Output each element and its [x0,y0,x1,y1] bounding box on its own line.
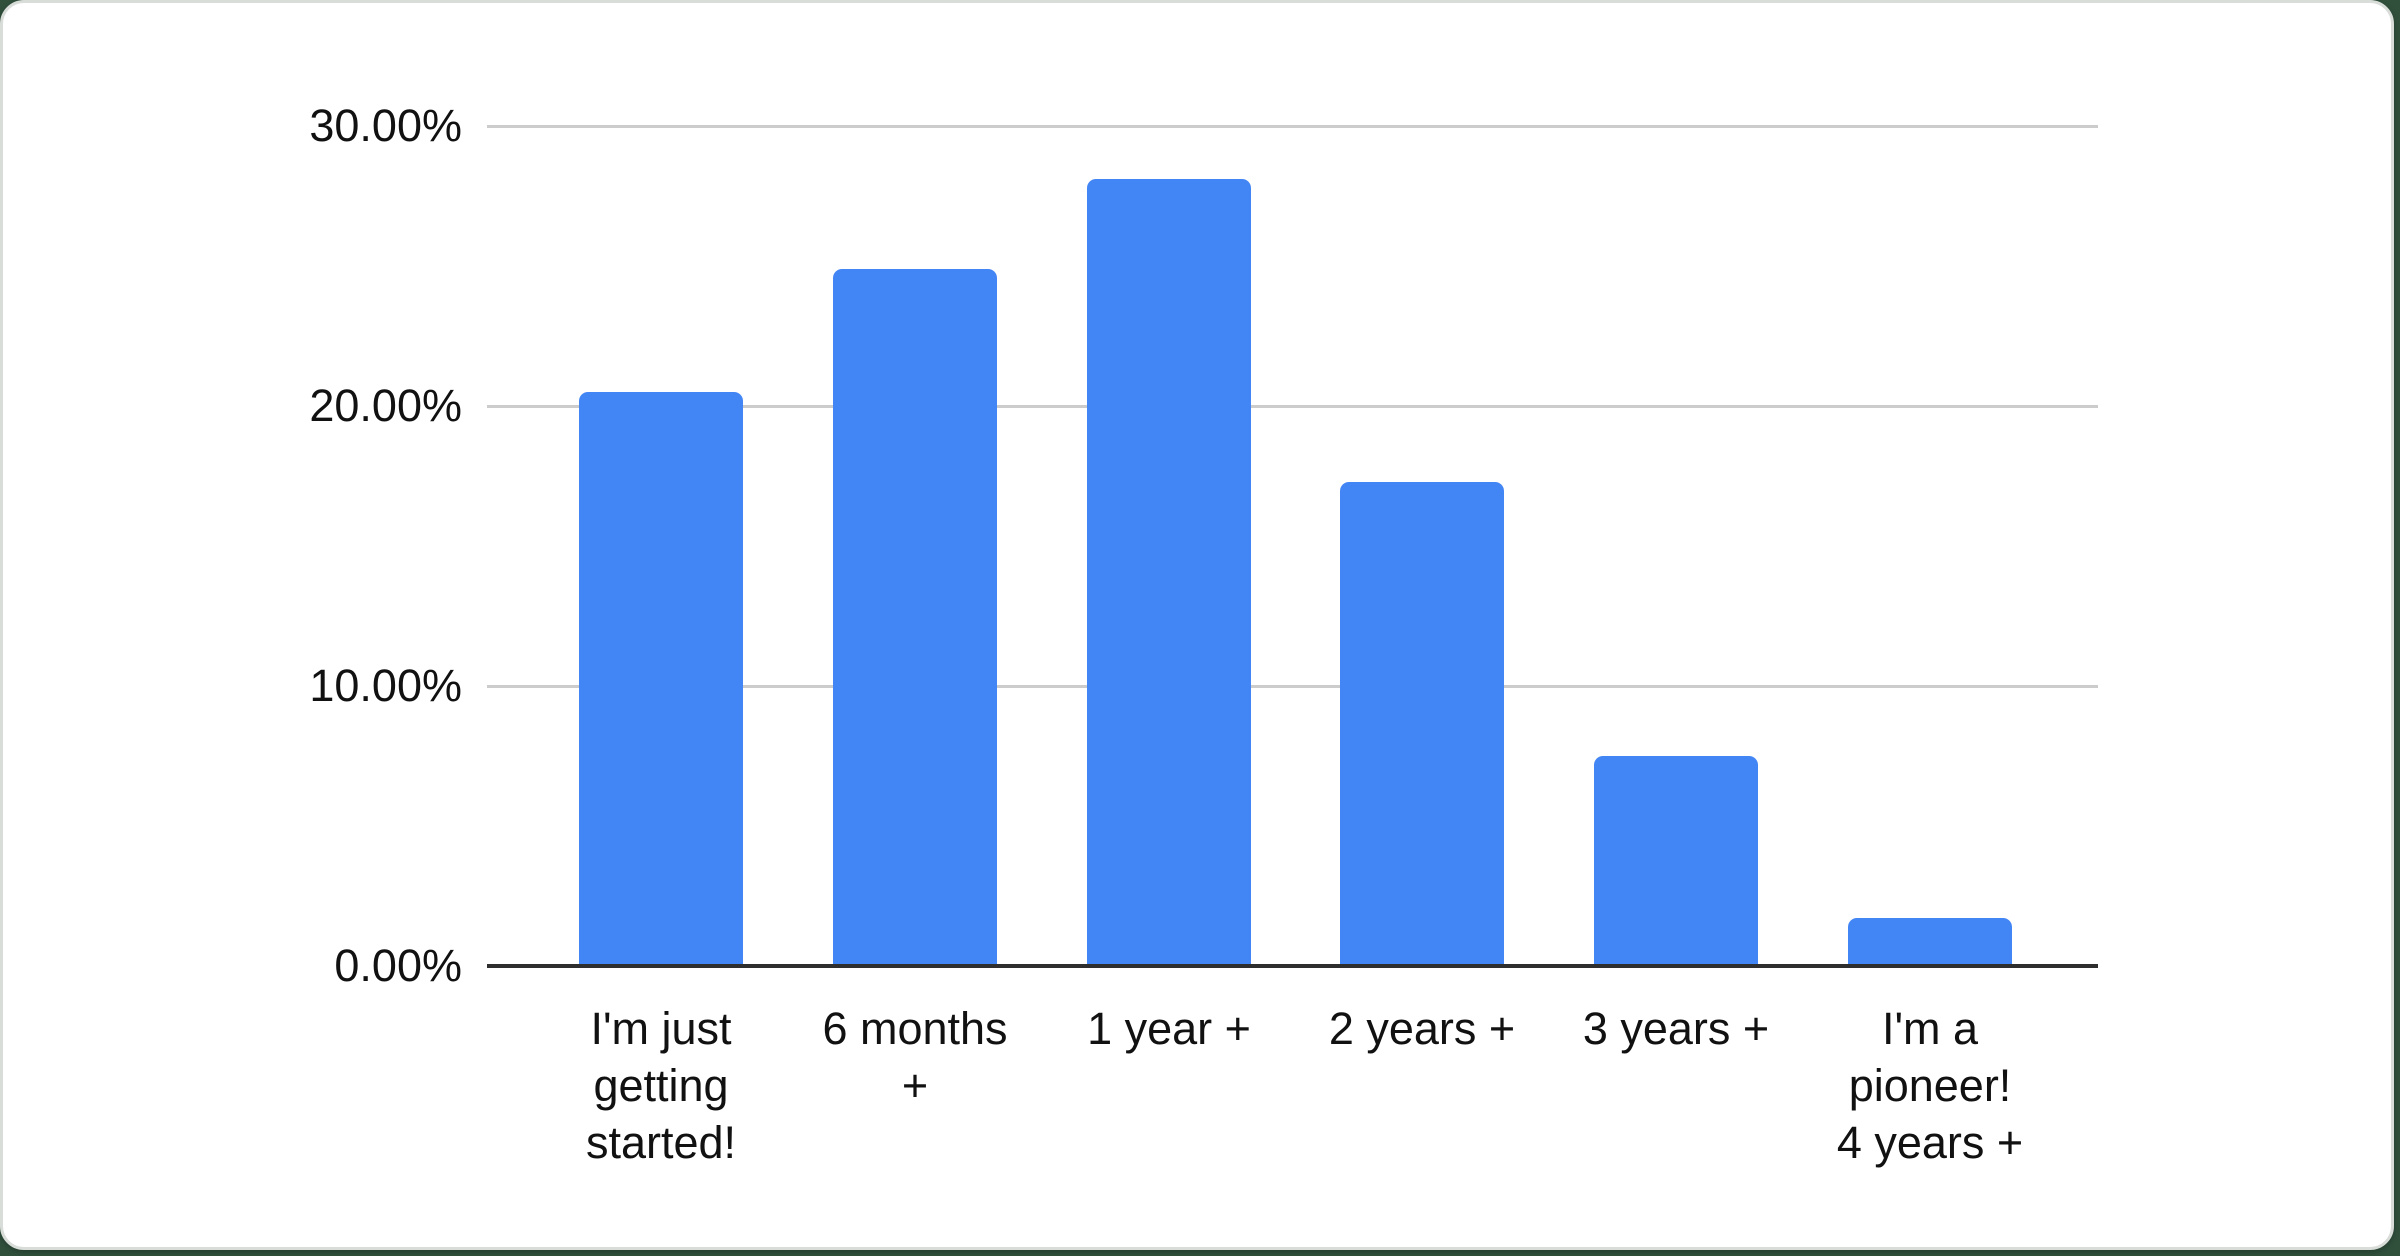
x-axis-tick-label: I'm just getting started! [585,1003,737,1168]
gridline [487,685,2098,688]
gridline [487,125,2098,128]
y-axis-tick-label: 30.00% [309,100,462,151]
bar[interactable] [1087,179,1251,966]
gridline [487,405,2098,408]
bar[interactable] [1594,756,1758,966]
x-axis-tick-label: 3 years + [1582,1003,1770,1054]
y-axis-tick-label: 10.00% [309,660,462,711]
y-axis-tick-label: 20.00% [309,380,462,431]
bar[interactable] [1848,918,2012,966]
x-axis-tick-label: 2 years + [1328,1003,1516,1054]
x-axis-tick-label: I'm a pioneer! 4 years + [1836,1003,2024,1168]
x-axis-tick-label: 6 months + [822,1003,1008,1111]
bar[interactable] [1340,482,1504,966]
x-axis-line [487,964,2098,968]
x-axis-tick-label: 1 year + [1087,1003,1251,1054]
y-axis-tick-label: 0.00% [334,940,462,991]
bar[interactable] [579,392,743,966]
bar[interactable] [833,269,997,966]
